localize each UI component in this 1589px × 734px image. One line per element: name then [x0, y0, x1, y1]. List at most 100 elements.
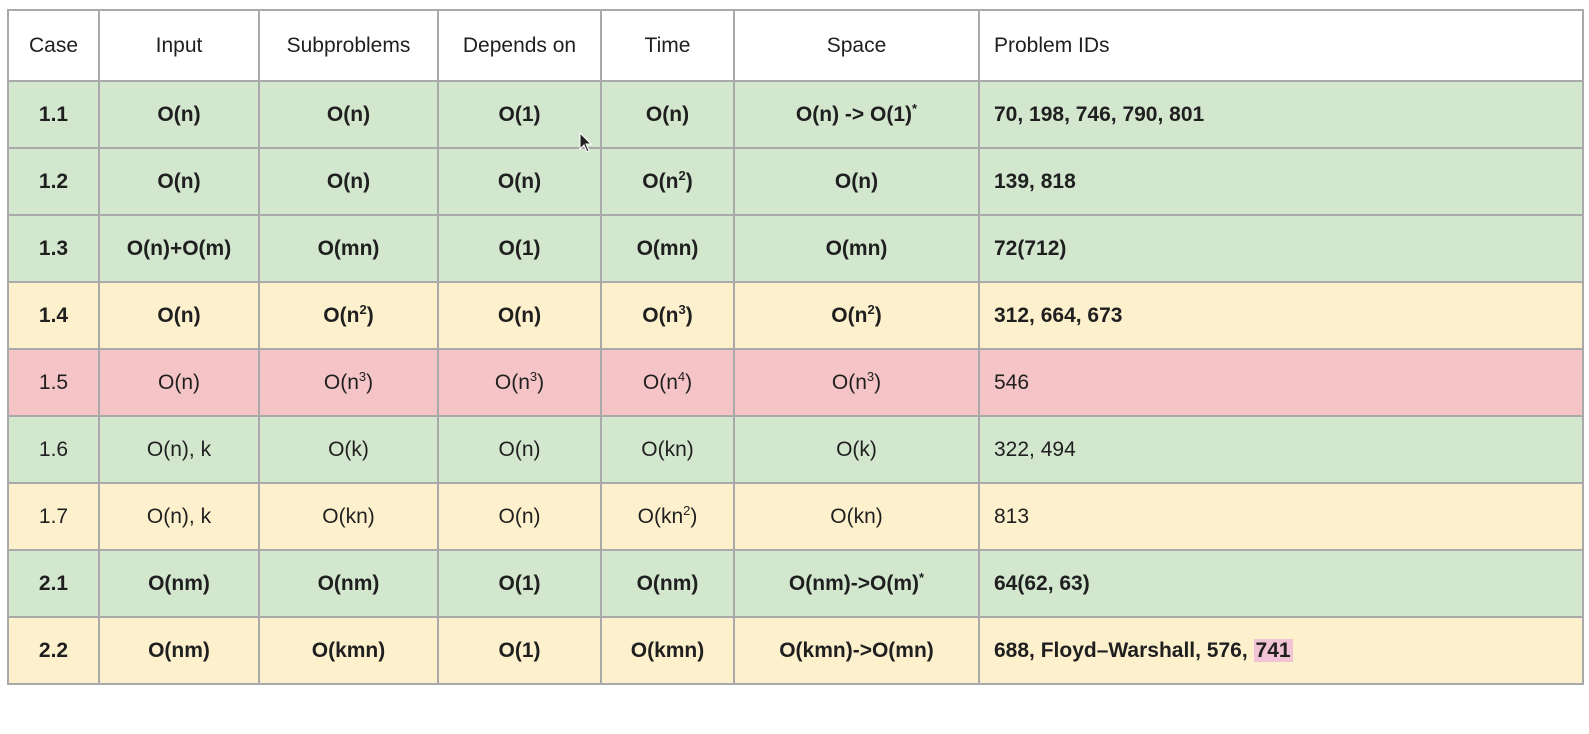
cell-depends-on: O(n): [437, 415, 602, 484]
sub-close: ): [366, 370, 374, 394]
cell-subproblems: O(kn): [258, 482, 439, 551]
dep-base: O(n: [494, 370, 530, 394]
cell-subproblems: O(mn): [258, 214, 439, 283]
space-exponent: 2: [867, 301, 875, 317]
cell-subproblems: O(nm): [258, 549, 439, 618]
cell-problem-ids: 70, 198, 746, 790, 801: [978, 80, 1584, 149]
sub-exponent: 2: [359, 301, 367, 317]
cell-problem-ids: 72(712): [978, 214, 1584, 283]
cell-time: O(n4): [600, 348, 735, 417]
table-row: 1.6 O(n), k O(k) O(n) O(kn) O(k) 322, 49…: [7, 415, 1584, 484]
table-row: 2.2 O(nm) O(kmn) O(1) O(kmn) O(kmn)->O(m…: [7, 616, 1584, 685]
cell-subproblems: O(kmn): [258, 616, 439, 685]
cell-space: O(n): [733, 147, 980, 216]
cell-input: O(n): [98, 281, 260, 350]
cell-case: 1.7: [7, 482, 100, 551]
cell-space: O(k): [733, 415, 980, 484]
header-depends-on: Depends on: [437, 9, 602, 82]
cell-time: O(kn2): [600, 482, 735, 551]
time-close: ): [690, 504, 698, 528]
table-row: 1.4 O(n) O(n2) O(n) O(n3) O(n2) 312, 664…: [7, 281, 1584, 350]
table-row: 1.1 O(n) O(n) O(1) O(n) O(n) -> O(1)* 70…: [7, 80, 1584, 149]
cell-input: O(n), k: [98, 482, 260, 551]
header-case: Case: [7, 9, 100, 82]
cell-problem-ids: 688, Floyd–Warshall, 576, 741: [978, 616, 1584, 685]
cell-subproblems: O(k): [258, 415, 439, 484]
header-time: Time: [600, 9, 735, 82]
cell-subproblems: O(n2): [258, 281, 439, 350]
cell-input: O(n): [98, 80, 260, 149]
cell-space: O(kmn)->O(mn): [733, 616, 980, 685]
cell-depends-on: O(n): [437, 281, 602, 350]
cell-input: O(nm): [98, 616, 260, 685]
space-base: O(n: [831, 370, 867, 394]
time-close: ): [685, 370, 693, 394]
cell-space: O(mn): [733, 214, 980, 283]
table-row: 1.2 O(n) O(n) O(n) O(n2) O(n) 139, 818: [7, 147, 1584, 216]
sub-exponent: 3: [358, 368, 367, 384]
cell-time: O(kn): [600, 415, 735, 484]
cell-case: 1.4: [7, 281, 100, 350]
space-asterisk: *: [912, 100, 918, 116]
time-base: O(n: [642, 303, 679, 327]
cell-problem-ids: 813: [978, 482, 1584, 551]
cell-space: O(nm)->O(m)*: [733, 549, 980, 618]
space-text: O(n) -> O(1): [795, 102, 912, 126]
sub-base: O(n: [323, 303, 360, 327]
cell-subproblems: O(n): [258, 147, 439, 216]
cell-case: 1.5: [7, 348, 100, 417]
cell-time: O(kmn): [600, 616, 735, 685]
cell-input: O(n)+O(m): [98, 214, 260, 283]
header-row: Case Input Subproblems Depends on Time S…: [7, 9, 1584, 82]
cell-space: O(kn): [733, 482, 980, 551]
table-row: 2.1 O(nm) O(nm) O(1) O(nm) O(nm)->O(m)* …: [7, 549, 1584, 618]
cell-depends-on: O(n): [437, 482, 602, 551]
cell-depends-on: O(1): [437, 80, 602, 149]
cell-depends-on: O(n): [437, 147, 602, 216]
time-exponent: 4: [677, 368, 686, 384]
cell-time: O(mn): [600, 214, 735, 283]
space-asterisk: *: [919, 569, 925, 585]
cell-problem-ids: 312, 664, 673: [978, 281, 1584, 350]
sub-close: ): [366, 303, 374, 327]
cell-problem-ids: 322, 494: [978, 415, 1584, 484]
time-exponent: 3: [678, 301, 686, 317]
cell-depends-on: O(1): [437, 214, 602, 283]
cell-input: O(nm): [98, 549, 260, 618]
header-subproblems: Subproblems: [258, 9, 439, 82]
table-row: 1.3 O(n)+O(m) O(mn) O(1) O(mn) O(mn) 72(…: [7, 214, 1584, 283]
highlighted-problem-id: 741: [1253, 638, 1293, 662]
time-close: ): [685, 169, 693, 193]
time-base: O(kn: [637, 504, 684, 528]
cell-problem-ids: 64(62, 63): [978, 549, 1584, 618]
time-exponent: 2: [678, 167, 686, 183]
space-close: ): [874, 370, 882, 394]
header-input: Input: [98, 9, 260, 82]
cell-time: O(n3): [600, 281, 735, 350]
cell-depends-on: O(1): [437, 549, 602, 618]
table-row: 1.5 O(n) O(n3) O(n3) O(n4) O(n3) 546: [7, 348, 1584, 417]
cell-time: O(n2): [600, 147, 735, 216]
time-base: O(n: [642, 370, 678, 394]
cell-space: O(n3): [733, 348, 980, 417]
cell-problem-ids: 546: [978, 348, 1584, 417]
header-problem-ids: Problem IDs: [978, 9, 1584, 82]
time-exponent: 2: [683, 502, 691, 518]
cell-space: O(n) -> O(1)*: [733, 80, 980, 149]
cell-case: 1.2: [7, 147, 100, 216]
cell-case: 1.3: [7, 214, 100, 283]
cell-input: O(n): [98, 348, 260, 417]
ids-text: 688, Floyd–Warshall, 576,: [994, 638, 1254, 662]
sub-base: O(n: [323, 370, 359, 394]
cell-time: O(n): [600, 80, 735, 149]
dep-close: ): [537, 370, 545, 394]
cell-space: O(n2): [733, 281, 980, 350]
cell-case: 1.6: [7, 415, 100, 484]
cell-subproblems: O(n): [258, 80, 439, 149]
cell-case: 2.2: [7, 616, 100, 685]
dp-complexity-table: Case Input Subproblems Depends on Time S…: [7, 9, 1584, 685]
header-space: Space: [733, 9, 980, 82]
space-exponent: 3: [866, 368, 875, 384]
space-close: ): [874, 303, 882, 327]
